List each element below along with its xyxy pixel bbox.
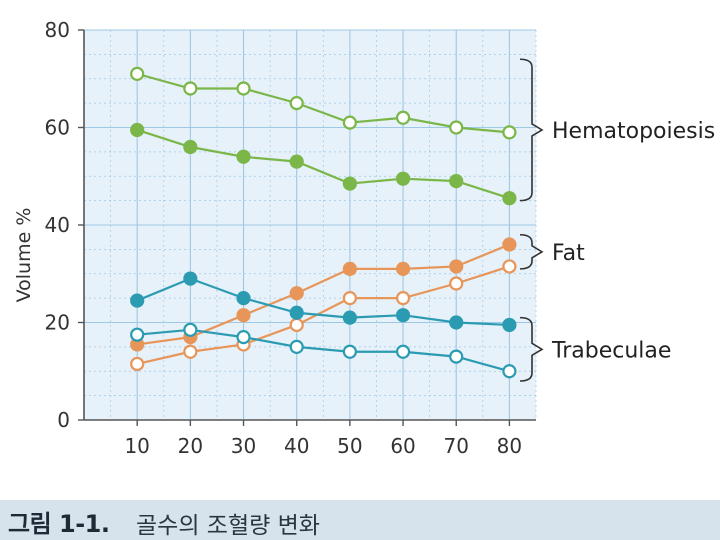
x-tick-label: 70: [444, 434, 469, 458]
data-point: [502, 191, 517, 206]
data-point: [395, 171, 411, 186]
data-point: [449, 315, 464, 330]
data-point: [342, 310, 357, 325]
data-point: [289, 154, 304, 169]
data-point: [183, 344, 198, 359]
series-line: [136, 128, 510, 200]
data-point: [289, 286, 304, 301]
data-point: [130, 327, 145, 342]
data-point: [502, 317, 517, 333]
data-point: [236, 308, 251, 323]
x-tick-label: 60: [390, 434, 415, 458]
annotation-label: Trabeculae: [551, 338, 671, 363]
y-tick-label: 40: [45, 213, 70, 237]
series-line: [136, 265, 510, 366]
data-point: [502, 237, 517, 252]
data-point: [449, 349, 464, 364]
annotation-brace: [519, 316, 544, 382]
data-point: [130, 122, 145, 138]
data-point: [449, 174, 464, 189]
data-point: [502, 259, 517, 274]
data-point: [342, 176, 357, 191]
x-tick-label: 40: [284, 434, 309, 458]
data-point: [449, 120, 464, 135]
series-line: [136, 72, 510, 134]
data-point: [395, 308, 411, 323]
data-point: [289, 339, 304, 354]
data-point: [236, 81, 251, 96]
data-point: [342, 344, 357, 359]
annotation-label: Hematopoiesis: [552, 119, 715, 144]
series-layer: [130, 66, 517, 379]
data-point: [236, 291, 251, 306]
data-point: [236, 330, 251, 345]
data-point: [183, 271, 198, 286]
y-tick-label: 60: [45, 116, 70, 140]
data-point: [183, 139, 198, 155]
y-tick-label: 20: [45, 311, 70, 335]
annotation-brace: [519, 58, 544, 202]
data-point: [449, 259, 464, 274]
data-point: [289, 317, 304, 333]
x-tick-label: 30: [231, 434, 256, 458]
data-point: [289, 96, 304, 111]
data-point: [395, 344, 411, 359]
data-point: [289, 305, 304, 320]
annotation-brace: [519, 233, 544, 270]
x-tick-label: 20: [178, 434, 203, 458]
x-tick-label: 80: [497, 434, 522, 458]
series-hematopoiesis-open: [130, 66, 517, 140]
figure-caption-bar: 그림 1-1. 골수의 조혈량 변화: [0, 500, 720, 540]
data-point: [502, 125, 517, 140]
data-point: [130, 356, 145, 372]
data-point: [130, 293, 145, 308]
data-point: [342, 291, 357, 306]
data-point: [183, 322, 198, 337]
data-point: [395, 110, 411, 125]
data-point: [236, 149, 251, 164]
series-fat-open: [130, 259, 517, 372]
y-tick-label: 0: [57, 408, 70, 432]
data-point: [342, 261, 357, 276]
y-tick-label: 80: [45, 18, 70, 42]
series-trabeculae-filled: [130, 271, 517, 333]
data-point: [130, 66, 145, 81]
data-point: [342, 115, 357, 130]
y-axis-label: Volume %: [13, 208, 35, 303]
series-fat-filled: [130, 237, 517, 352]
series-hematopoiesis-filled: [130, 122, 517, 206]
data-point: [395, 261, 411, 276]
series-line: [136, 277, 510, 327]
series-trabeculae-open: [130, 322, 517, 379]
data-point: [183, 81, 198, 96]
data-point: [449, 276, 464, 291]
figure-caption-text: 골수의 조혈량 변화: [136, 513, 320, 539]
x-tick-label: 10: [124, 434, 149, 458]
tick-labels: 0 20 40 60 80 10 20 30 40 50 60 70 80: [45, 18, 523, 458]
line-chart: 0 20 40 60 80 10 20 30 40 50 60 70 80 Volume % Hemat…: [13, 18, 715, 458]
figure-caption-label: 그림 1-1.: [8, 510, 110, 538]
data-point: [502, 364, 517, 379]
annotation-label: Fat: [552, 241, 585, 266]
series-line: [137, 328, 510, 373]
series-line: [137, 243, 510, 346]
data-point: [395, 291, 411, 306]
x-tick-label: 50: [337, 434, 362, 458]
annotation-layer: Hematopoiesis Fat Trabeculae: [519, 58, 715, 382]
